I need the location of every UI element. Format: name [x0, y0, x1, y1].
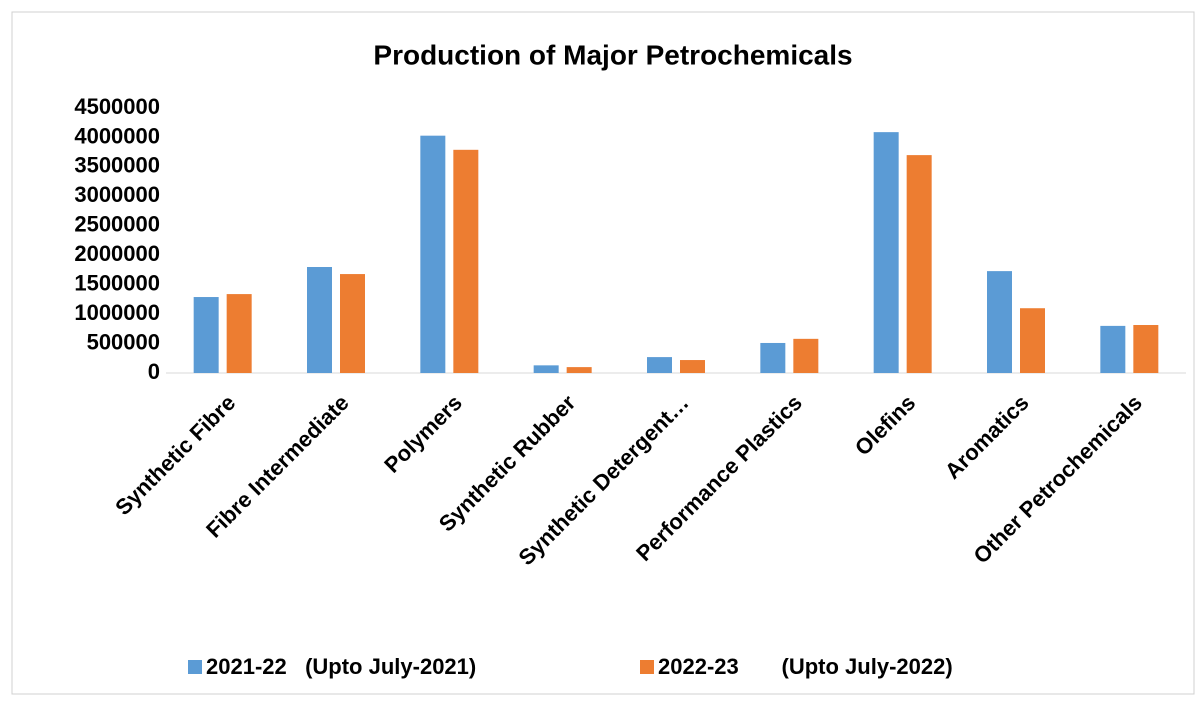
bar — [420, 135, 446, 373]
chart-border — [11, 11, 1195, 695]
y-tick-label: 2000000 — [74, 241, 160, 266]
bar — [873, 132, 899, 373]
bar — [647, 357, 672, 373]
bar — [193, 297, 219, 373]
bar — [533, 365, 559, 373]
bar — [793, 338, 819, 373]
bar — [680, 360, 705, 373]
bar — [1020, 308, 1045, 373]
legend-label: 2021-22 (Upto July-2021) — [206, 654, 476, 679]
bar — [987, 271, 1012, 373]
y-tick-label: 500000 — [87, 329, 160, 354]
bar — [566, 367, 592, 373]
bar — [340, 274, 365, 373]
bar — [906, 155, 932, 373]
y-tick-label: 0 — [148, 359, 160, 384]
bar — [453, 149, 479, 373]
legend-swatch — [640, 660, 654, 674]
bar — [760, 342, 786, 373]
bar — [307, 267, 332, 373]
y-tick-label: 4500000 — [74, 94, 160, 119]
bar — [226, 294, 252, 373]
y-tick-label: 1000000 — [74, 300, 160, 325]
y-tick-label: 2500000 — [74, 212, 160, 237]
legend-label: 2022-23 (Upto July-2022) — [658, 654, 953, 679]
y-tick-label: 1500000 — [74, 270, 160, 295]
legend-swatch — [188, 660, 202, 674]
y-tick-label: 4000000 — [74, 123, 160, 148]
y-tick-label: 3500000 — [74, 153, 160, 178]
bar — [1100, 325, 1126, 373]
chart-title: Production of Major Petrochemicals — [373, 39, 852, 70]
y-tick-label: 3000000 — [74, 182, 160, 207]
bar — [1133, 325, 1159, 373]
